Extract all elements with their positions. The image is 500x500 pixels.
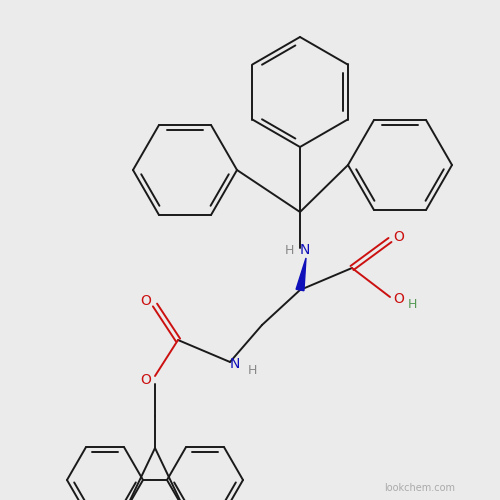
Text: H: H [248, 364, 256, 376]
Text: O: O [394, 230, 404, 244]
Text: O: O [140, 294, 151, 308]
Text: H: H [408, 298, 416, 312]
Text: H: H [284, 244, 294, 256]
Text: lookchem.com: lookchem.com [384, 483, 456, 493]
Text: O: O [140, 373, 151, 387]
Polygon shape [296, 258, 306, 290]
Text: N: N [230, 357, 240, 371]
Text: O: O [394, 292, 404, 306]
Text: N: N [300, 243, 310, 257]
